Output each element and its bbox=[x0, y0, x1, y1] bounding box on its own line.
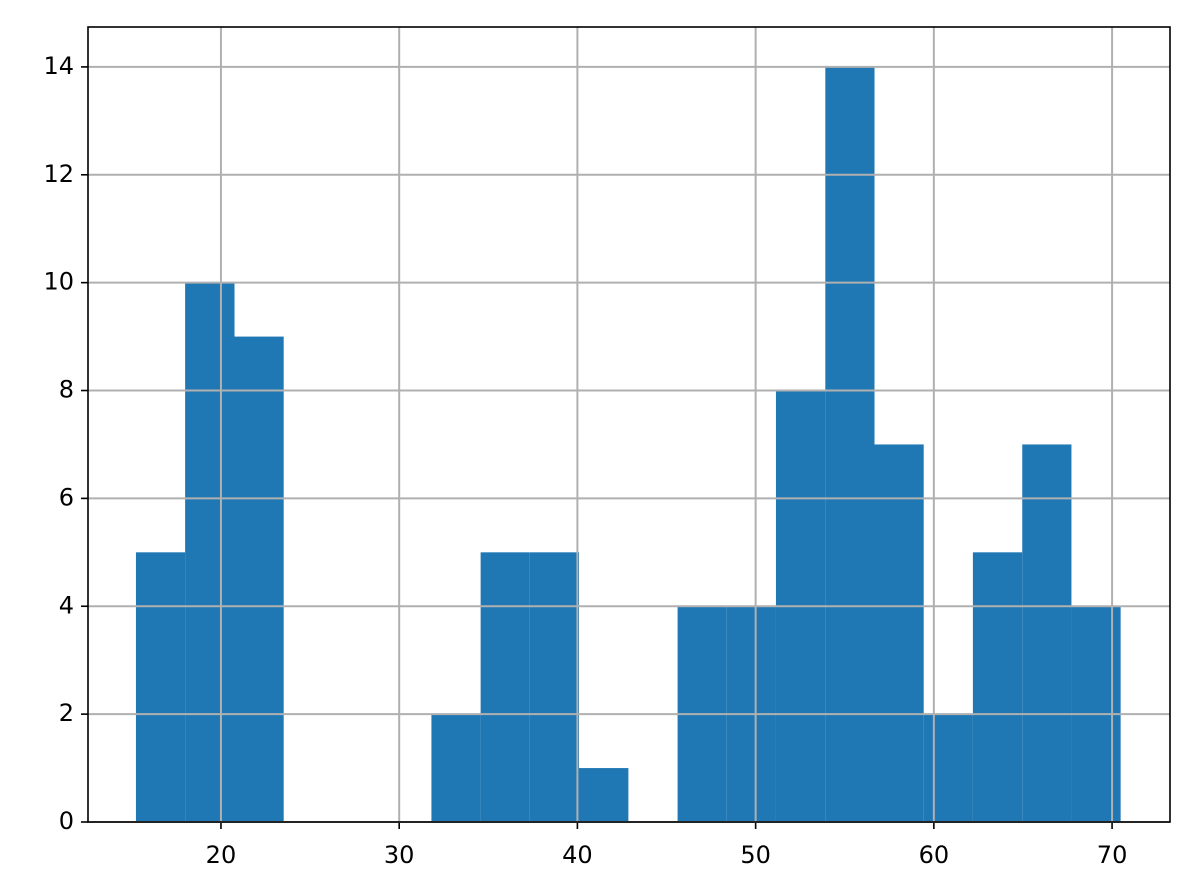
bar bbox=[185, 282, 235, 823]
bar bbox=[923, 714, 973, 822]
bar bbox=[874, 444, 924, 822]
x-tick-label: 30 bbox=[384, 841, 415, 869]
bar bbox=[972, 552, 1023, 822]
y-tick-label: 2 bbox=[59, 699, 74, 727]
bar bbox=[579, 768, 629, 822]
y-tick-label: 4 bbox=[59, 591, 74, 619]
bar bbox=[529, 552, 580, 822]
bar bbox=[234, 336, 284, 822]
y-tick-label: 10 bbox=[43, 268, 74, 296]
bar bbox=[1022, 444, 1072, 822]
y-tick-label: 6 bbox=[59, 483, 74, 511]
y-tick-label: 0 bbox=[59, 807, 74, 835]
bar bbox=[431, 714, 481, 822]
plot-frame bbox=[87, 26, 1171, 823]
bar bbox=[825, 66, 875, 822]
x-tick-label: 50 bbox=[740, 841, 771, 869]
x-tick-label: 40 bbox=[562, 841, 593, 869]
y-tick-label: 14 bbox=[43, 52, 74, 80]
x-tick-label: 60 bbox=[919, 841, 950, 869]
bar bbox=[135, 552, 186, 822]
y-tick-label: 8 bbox=[59, 376, 74, 404]
bar bbox=[480, 552, 530, 822]
y-tick-label: 12 bbox=[43, 160, 74, 188]
x-tick-label: 70 bbox=[1097, 841, 1128, 869]
x-tick-label: 20 bbox=[206, 841, 237, 869]
